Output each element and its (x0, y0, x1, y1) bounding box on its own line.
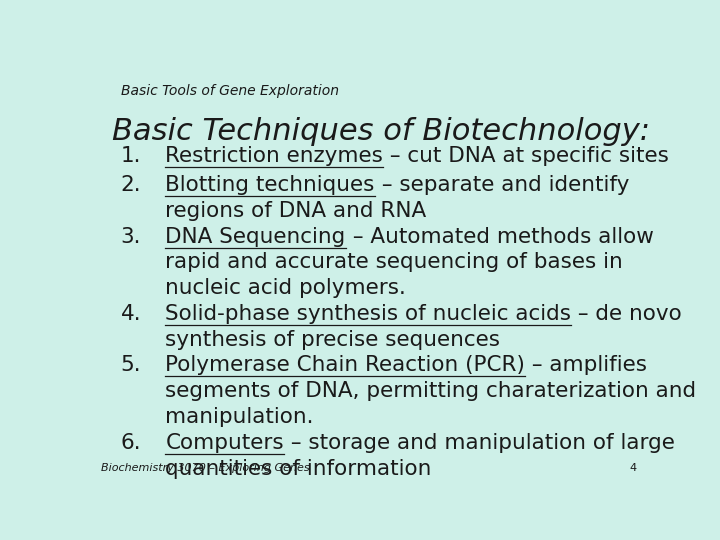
Text: – amplifies: – amplifies (525, 355, 647, 375)
Text: 5.: 5. (121, 355, 141, 375)
Text: 4.: 4. (121, 304, 141, 324)
Text: 3.: 3. (121, 227, 141, 247)
Text: Blotting techniques: Blotting techniques (166, 175, 374, 195)
Text: Basic Tools of Gene Exploration: Basic Tools of Gene Exploration (121, 84, 338, 98)
Text: – Automated methods allow: – Automated methods allow (346, 227, 654, 247)
Text: – de novo: – de novo (572, 304, 682, 324)
Text: – cut DNA at specific sites: – cut DNA at specific sites (383, 146, 669, 166)
Text: quantities of information: quantities of information (166, 458, 432, 478)
Text: Basic Techniques of Biotechnology:: Basic Techniques of Biotechnology: (112, 117, 650, 146)
Text: Solid-phase synthesis of nucleic acids: Solid-phase synthesis of nucleic acids (166, 304, 572, 324)
Text: Computers: Computers (166, 433, 284, 453)
Text: – separate and identify: – separate and identify (374, 175, 629, 195)
Text: segments of DNA, permitting charaterization and: segments of DNA, permitting charaterizat… (166, 381, 696, 401)
Text: 4: 4 (630, 463, 637, 473)
Text: regions of DNA and RNA: regions of DNA and RNA (166, 201, 426, 221)
Text: nucleic acid polymers.: nucleic acid polymers. (166, 278, 406, 298)
Text: 2.: 2. (121, 175, 141, 195)
Text: manipulation.: manipulation. (166, 407, 314, 427)
Text: Restriction enzymes: Restriction enzymes (166, 146, 383, 166)
Text: – storage and manipulation of large: – storage and manipulation of large (284, 433, 675, 453)
Text: synthesis of precise sequences: synthesis of precise sequences (166, 329, 500, 350)
Text: 6.: 6. (121, 433, 141, 453)
Text: Biochemistry 3070 – Exploring Genes: Biochemistry 3070 – Exploring Genes (101, 463, 310, 473)
Text: Polymerase Chain Reaction (PCR): Polymerase Chain Reaction (PCR) (166, 355, 525, 375)
Text: rapid and accurate sequencing of bases in: rapid and accurate sequencing of bases i… (166, 252, 623, 272)
Text: DNA Sequencing: DNA Sequencing (166, 227, 346, 247)
Text: 1.: 1. (121, 146, 141, 166)
